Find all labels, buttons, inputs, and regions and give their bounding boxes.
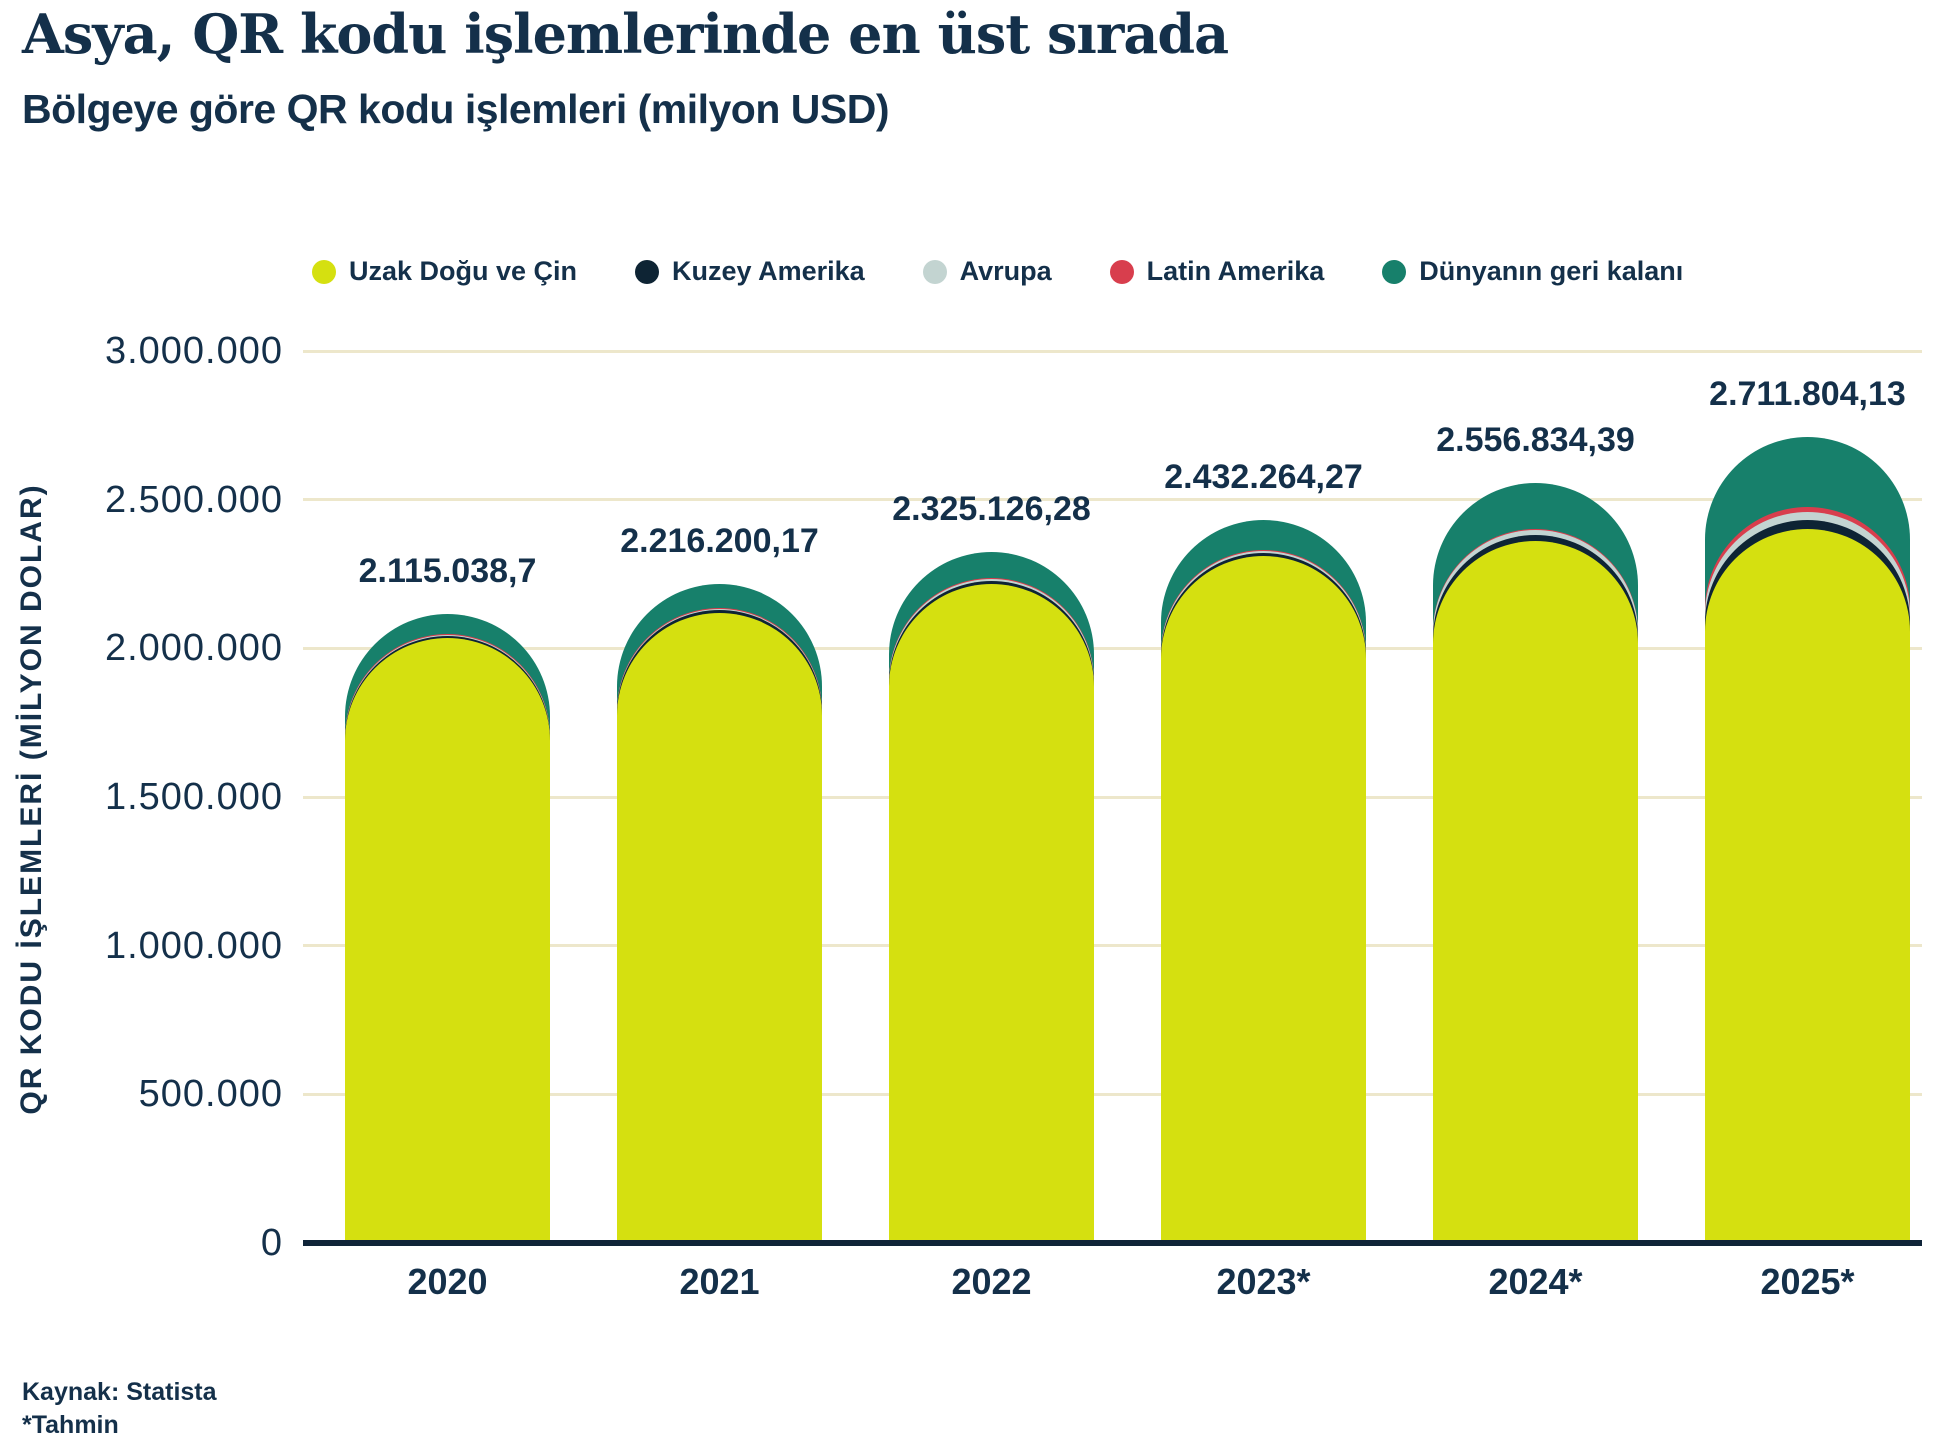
bar-total-label: 2.711.804,13 bbox=[1709, 374, 1906, 413]
legend-dot-icon bbox=[1382, 259, 1407, 284]
bar-total-label: 2.556.834,39 bbox=[1436, 420, 1635, 459]
legend-dot-icon bbox=[1109, 259, 1134, 284]
plot-area bbox=[303, 349, 1922, 1246]
source-note: Kaynak: Statista *Tahmin bbox=[22, 1376, 217, 1442]
bar-segment-uzak-do-u-ve-in bbox=[1705, 529, 1910, 1243]
bar-total-label: 2.216.200,17 bbox=[620, 522, 819, 561]
bar-2022 bbox=[889, 351, 1094, 1243]
x-tick-label: 2020 bbox=[407, 1261, 488, 1302]
bar-segment-uzak-do-u-ve-in bbox=[345, 637, 550, 1243]
legend-label: Dünyanın geri kalanı bbox=[1419, 256, 1684, 286]
footnote-line: *Tahmin bbox=[22, 1411, 119, 1439]
legend-dot-icon bbox=[635, 259, 660, 284]
x-axis-line bbox=[303, 1240, 1922, 1246]
gridline bbox=[303, 944, 1922, 948]
x-tick-label: 2024* bbox=[1488, 1261, 1583, 1302]
y-tick-label: 0 bbox=[260, 1222, 283, 1264]
y-tick-label: 2.000.000 bbox=[104, 627, 283, 670]
chart-subtitle: Bölgeye göre QR kodu işlemleri (milyon U… bbox=[22, 86, 890, 132]
x-tick-label: 2025* bbox=[1760, 1261, 1855, 1302]
legend-item: Kuzey Amerika bbox=[635, 256, 865, 287]
legend-item: Avrupa bbox=[922, 256, 1052, 287]
legend-dot-icon bbox=[922, 259, 947, 284]
gridline bbox=[303, 795, 1922, 799]
legend-dot-icon bbox=[312, 259, 336, 284]
bar-segment-uzak-do-u-ve-in bbox=[617, 612, 822, 1243]
x-tick-label: 2023* bbox=[1216, 1261, 1311, 1302]
bar-2021 bbox=[617, 351, 822, 1243]
x-tick-label: 2021 bbox=[679, 1261, 760, 1302]
legend-label: Avrupa bbox=[959, 256, 1052, 286]
legend: Uzak Doğu ve Çin Kuzey Amerika Avrupa Latin… bbox=[312, 256, 1683, 287]
legend-item: Latin Amerika bbox=[1109, 256, 1325, 287]
bar-2023 bbox=[1161, 351, 1366, 1243]
legend-item: Uzak Doğu ve Çin bbox=[312, 256, 577, 287]
bar-segment-uzak-do-u-ve-in bbox=[1433, 541, 1638, 1243]
gridline bbox=[303, 1092, 1922, 1096]
bar-segment-uzak-do-u-ve-in bbox=[1161, 556, 1366, 1243]
page-title: Asya, QR kodu işlemlerinde en üst sırada bbox=[22, 2, 1229, 66]
y-tick-label: 2.500.000 bbox=[104, 478, 283, 521]
y-tick-label: 1.000.000 bbox=[104, 924, 283, 967]
bar-segment-uzak-do-u-ve-in bbox=[889, 584, 1094, 1243]
y-tick-label: 500.000 bbox=[138, 1073, 283, 1116]
gridline bbox=[303, 349, 1922, 353]
bar-total-label: 2.432.264,27 bbox=[1164, 457, 1363, 496]
bar-2024 bbox=[1433, 351, 1638, 1243]
legend-label: Latin Amerika bbox=[1146, 256, 1325, 286]
x-tick-label: 2022 bbox=[951, 1261, 1032, 1302]
legend-label: Uzak Doğu ve Çin bbox=[349, 256, 578, 286]
bar-2020 bbox=[345, 351, 550, 1243]
bar-total-label: 2.325.126,28 bbox=[892, 489, 1091, 528]
legend-item: Dünyanın geri kalanı bbox=[1382, 256, 1683, 287]
y-tick-label: 1.500.000 bbox=[104, 776, 283, 818]
source-line: Kaynak: Statista bbox=[22, 1378, 217, 1406]
gridline bbox=[303, 498, 1922, 502]
bar-2025 bbox=[1705, 351, 1910, 1243]
y-tick-label: 3.000.000 bbox=[104, 330, 283, 372]
bar-total-label: 2.115.038,7 bbox=[358, 552, 537, 591]
legend-label: Kuzey Amerika bbox=[672, 256, 865, 286]
gridline bbox=[303, 646, 1922, 650]
